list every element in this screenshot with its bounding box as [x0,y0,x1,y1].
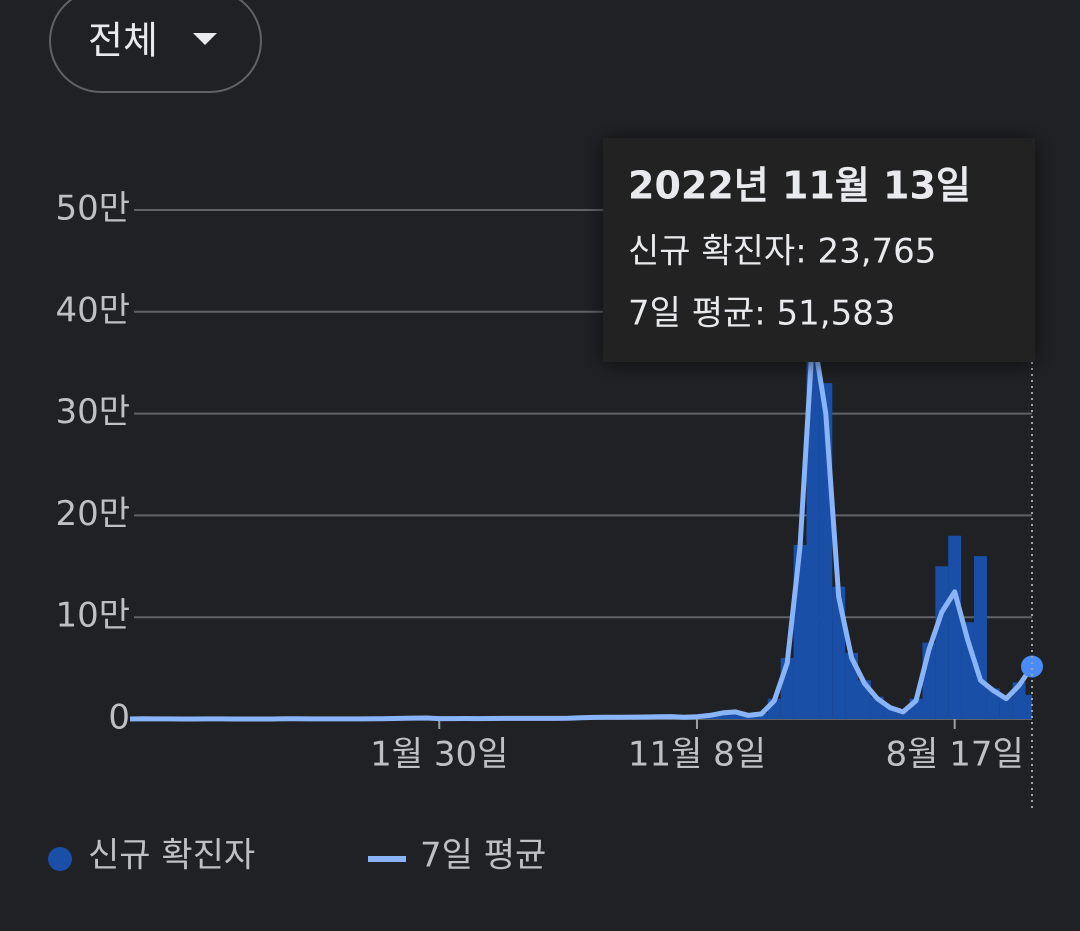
y-tick-label: 0 [108,698,130,738]
x-tick-label: 8월 17일 [886,735,1024,775]
x-tick-label: 1월 30일 [370,735,508,775]
legend-label: 7일 평균 [420,836,546,876]
bar [729,711,743,719]
legend-dot [48,847,72,871]
bar [896,710,910,719]
bar [948,535,962,719]
filter-dropdown[interactable] [49,0,262,93]
bar [1025,694,1032,719]
bar [974,556,987,719]
y-tick-label: 10만 [55,596,130,636]
tooltip-line: 신규 확진자: 23,765 [628,232,936,272]
x-tick-label: 11월 8일 [628,735,766,775]
tooltip [603,138,1035,362]
plot: 0 10만 20만 30만 40만 50만 1월 30일 11월 8일 8월 17일 [55,189,1043,775]
hover-point [1021,655,1043,678]
bar [999,696,1013,719]
avg-line [129,329,1035,722]
dropdown-arrow[interactable] [193,33,217,45]
bar [935,566,949,719]
filter-label[interactable]: 전체 [88,19,158,63]
tooltip-line: 7일 평균: 51,583 [628,294,896,334]
bar [986,688,1000,719]
y-tick-label: 40만 [55,290,130,330]
y-tick-label: 30만 [55,392,130,432]
legend-label: 신규 확진자 [88,836,255,876]
y-tick-label: 20만 [55,494,130,534]
y-tick-label: 50만 [55,189,130,229]
tooltip-title: 2022년 11월 13일 [628,164,971,208]
